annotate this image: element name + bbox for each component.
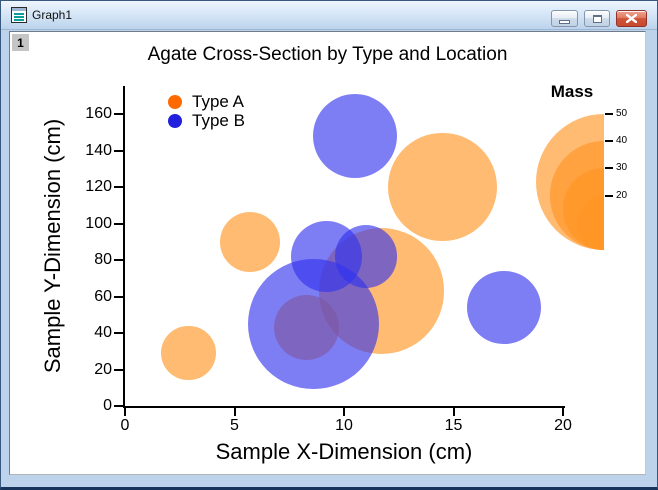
y-tick	[114, 149, 123, 152]
x-tick-label: 15	[444, 417, 463, 434]
y-tick	[114, 368, 123, 371]
x-tick	[124, 407, 126, 416]
icon-stripe	[14, 16, 24, 18]
y-tick-label: 20	[94, 360, 112, 378]
y-tick	[114, 332, 123, 334]
y-tick	[114, 295, 123, 298]
legend-item-type-a[interactable]: Type A	[168, 92, 245, 111]
y-tick-label: 140	[85, 141, 112, 159]
mass-scale-tick	[605, 167, 613, 170]
y-tick	[114, 222, 123, 225]
window-title: Graph1	[32, 8, 73, 22]
mass-scale-tick-label: 40	[616, 135, 628, 147]
legend-label: Type B	[192, 110, 245, 130]
icon-stripe	[14, 19, 24, 21]
minimize-button[interactable]	[551, 10, 578, 27]
y-tick-label: 80	[94, 251, 112, 268]
y-axis-title[interactable]: Sample Y-Dimension (cm)	[40, 118, 65, 374]
y-tick-label: 40	[94, 324, 112, 341]
y-tick	[114, 113, 123, 115]
x-tick-label: 20	[554, 417, 572, 434]
bubble-type-a[interactable]	[219, 211, 280, 272]
bubble-type-a[interactable]	[388, 132, 497, 242]
x-tick	[452, 407, 455, 416]
bubble-type-a[interactable]	[161, 325, 216, 381]
minimize-icon	[559, 19, 570, 24]
legend-item-type-b[interactable]: Type B	[168, 111, 245, 130]
bubble-type-b[interactable]	[334, 225, 398, 288]
y-tick	[114, 186, 123, 188]
layer-1-badge[interactable]: 1	[12, 34, 29, 51]
y-tick-label: 100	[85, 214, 112, 232]
window-titlebar[interactable]: Graph1	[1, 1, 657, 30]
x-tick-label: 0	[120, 417, 130, 434]
mass-scale-tick	[605, 140, 613, 143]
legend-swatch	[168, 113, 182, 128]
mass-scale-tick-label: 20	[616, 189, 628, 201]
mass-scale-tick-label: 50	[616, 108, 628, 119]
bubble-type-b[interactable]	[312, 93, 398, 179]
y-tick	[114, 259, 123, 261]
y-tick-label: 0	[103, 397, 112, 414]
x-axis-title[interactable]: Sample X-Dimension (cm)	[215, 439, 473, 464]
graph-page: 1 Agate Cross-Section by Type and Locati…	[9, 31, 646, 475]
y-axis	[123, 86, 125, 408]
x-tick-label: 5	[230, 417, 239, 434]
close-icon	[626, 14, 637, 23]
x-tick	[562, 407, 564, 416]
y-tick	[114, 405, 123, 407]
mass-scale-tick	[605, 113, 613, 115]
legend-label: Type A	[192, 91, 244, 111]
x-tick-label: 10	[335, 417, 353, 434]
close-button[interactable]	[616, 10, 647, 27]
mass-scale-tick-label: 30	[616, 162, 628, 174]
legend[interactable]: Type A Type B	[168, 92, 245, 130]
x-tick	[233, 407, 236, 416]
x-tick	[343, 407, 345, 416]
y-tick-label: 120	[85, 178, 112, 195]
y-tick-label: 160	[85, 105, 112, 122]
graph-window-icon	[11, 7, 27, 23]
restore-icon	[592, 14, 602, 23]
restore-button[interactable]	[584, 10, 610, 27]
mass-scale-tick	[605, 194, 613, 197]
chart-title[interactable]: Agate Cross-Section by Type and Location	[147, 44, 508, 65]
bubble-type-b[interactable]	[467, 270, 541, 345]
legend-swatch	[168, 94, 182, 109]
bubble-scale-title: Mass	[550, 82, 594, 101]
y-tick-label: 60	[94, 287, 112, 305]
icon-stripe	[14, 13, 24, 15]
